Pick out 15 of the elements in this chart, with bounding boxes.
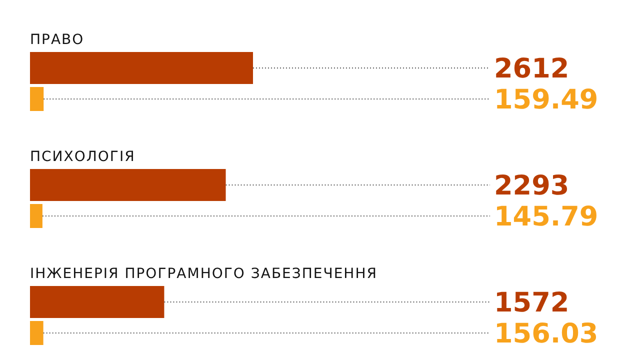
y-tick-label: ПРАВО xyxy=(30,32,84,48)
bar xyxy=(30,321,44,345)
y-tick-label: ПСИХОЛОГІЯ xyxy=(30,149,136,165)
bar xyxy=(30,204,42,228)
y-tick-label: ІНЖЕНЕРІЯ ПРОГРАМНОГО ЗАБЕЗПЕЧЕННЯ xyxy=(30,266,378,282)
data-label: 1572 xyxy=(494,288,570,319)
bar xyxy=(30,169,226,201)
bar xyxy=(30,87,44,111)
bar xyxy=(30,52,253,84)
data-label: 145.79 xyxy=(494,202,598,233)
data-label: 2612 xyxy=(494,54,570,85)
data-label: 2293 xyxy=(494,170,570,202)
bar xyxy=(30,286,164,318)
data-label: 156.03 xyxy=(494,318,598,350)
data-label: 159.49 xyxy=(494,84,598,116)
